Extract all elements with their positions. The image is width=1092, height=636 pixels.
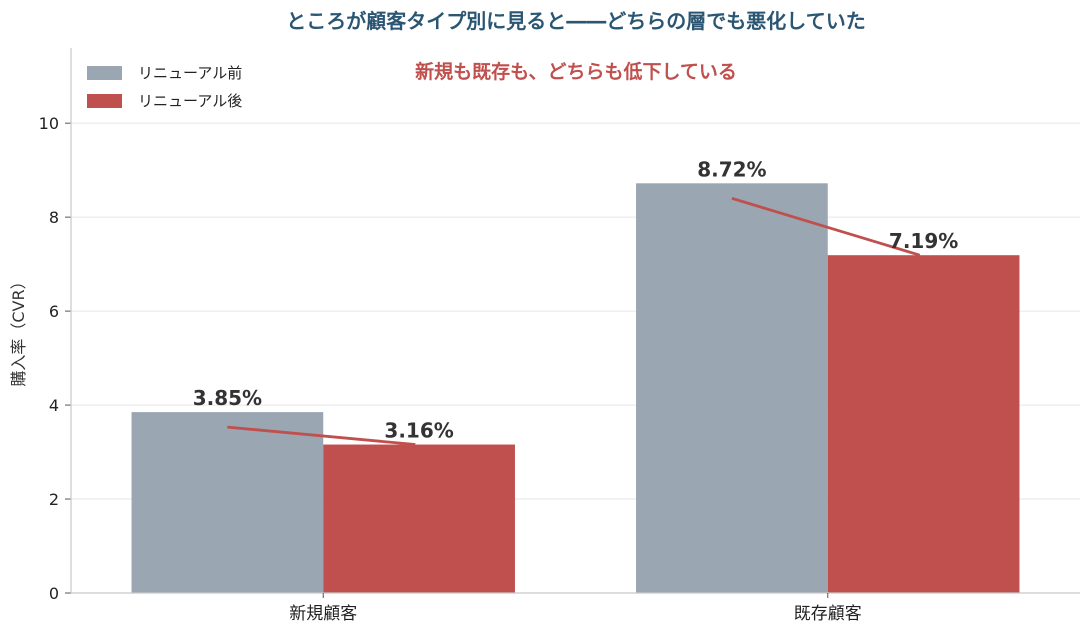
bars — [131, 183, 1020, 593]
trend-line — [227, 425, 416, 446]
y-axis-label: 購入率（CVR） — [9, 273, 28, 386]
y-tick-label: 10 — [39, 114, 59, 133]
axes: 0 2 4 6 8 10 新規顧客 既存顧客 — [39, 48, 1080, 624]
legend-swatch — [87, 94, 122, 108]
y-tick-label: 4 — [49, 396, 59, 415]
chart-title: ところが顧客タイプ別に見ると――どちらの層でも悪化していた — [286, 9, 865, 33]
data-label: 7.19% — [889, 229, 958, 253]
bar-before — [131, 412, 324, 593]
trend-line — [731, 196, 921, 257]
bar-before — [636, 183, 828, 593]
legend-label: リニューアル前 — [138, 64, 242, 82]
chart-annotation: 新規も既存も、どちらも低下している — [415, 60, 737, 83]
legend-swatch — [87, 66, 122, 80]
y-tick-label: 8 — [49, 208, 59, 227]
bar-after — [323, 444, 515, 593]
data-labels: 3.85% 3.16% 8.72% 7.19% — [193, 157, 959, 442]
legend-label: リニューアル後 — [138, 92, 242, 110]
y-tick-label: 6 — [49, 302, 59, 321]
data-label: 3.16% — [384, 419, 453, 443]
data-label: 3.85% — [193, 386, 262, 410]
y-tick-label: 0 — [49, 584, 59, 603]
trend-lines — [227, 196, 921, 446]
x-tick-label: 新規顧客 — [289, 604, 357, 624]
x-tick-label: 既存顧客 — [794, 604, 862, 624]
bar-after — [827, 255, 1020, 593]
data-label: 8.72% — [697, 157, 766, 181]
y-tick-label: 2 — [49, 490, 59, 509]
